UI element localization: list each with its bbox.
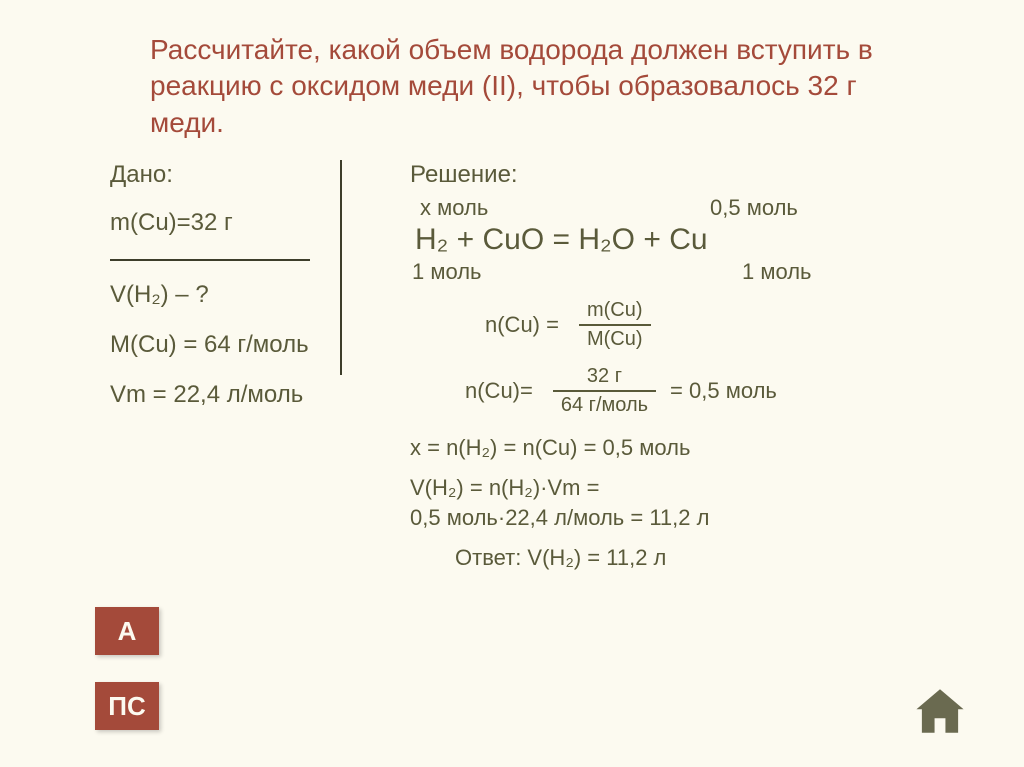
equation-annotations-bottom: 1 моль 1 моль [412, 259, 920, 285]
solution-label: Решение: [410, 161, 920, 189]
given-column: Дано: m(Cu)=32 г V(H₂) – ? M(Cu) = 64 г/… [60, 161, 360, 571]
one-mol-left: 1 моль [412, 259, 557, 285]
ncu-formula: n(Cu) = m(Cu) M(Cu) [485, 297, 920, 353]
frac2-result: = 0,5 моль [670, 378, 777, 404]
ncu2-label: n(Cu)= [465, 378, 533, 404]
x-equals: x = n(H₂) = n(Cu) = 0,5 моль [410, 435, 920, 461]
result-mol: 0,5 моль [710, 195, 798, 221]
solution-column: Решение: x моль 0,5 моль H₂ + CuO = H₂O … [360, 161, 920, 571]
v-formula: V(H₂) = n(H₂)·Vm = [410, 475, 920, 501]
chemical-equation: H₂ + CuO = H₂O + Cu [415, 223, 920, 257]
find-volume: V(H₂) – ? [110, 281, 360, 309]
frac2-num: 32 г [579, 363, 630, 390]
molar-volume: Vm = 22,4 л/моль [110, 381, 360, 409]
v-result: 0,5 моль·22,4 л/моль = 11,2 л [410, 505, 920, 531]
button-a[interactable]: А [95, 607, 159, 655]
molar-mass: M(Cu) = 64 г/моль [110, 331, 360, 359]
frac1-num: m(Cu) [579, 297, 651, 324]
x-mol: x моль [420, 195, 530, 221]
frac1-den: M(Cu) [579, 326, 651, 353]
button-ps[interactable]: ПС [95, 682, 159, 730]
given-mass: m(Cu)=32 г [110, 209, 360, 237]
given-label: Дано: [110, 161, 360, 189]
one-mol-right: 1 моль [742, 259, 812, 285]
ncu-label: n(Cu) = [485, 312, 559, 338]
problem-title: Рассчитайте, какой объем водорода должен… [150, 32, 924, 141]
home-icon[interactable] [911, 685, 969, 737]
frac2-den: 64 г/моль [553, 392, 656, 419]
equation-annotations-top: x моль 0,5 моль [420, 195, 920, 221]
horizontal-divider [110, 259, 310, 261]
ncu-calc: n(Cu)= 32 г 64 г/моль = 0,5 моль [465, 363, 920, 419]
answer: Ответ: V(H₂) = 11,2 л [455, 545, 920, 571]
